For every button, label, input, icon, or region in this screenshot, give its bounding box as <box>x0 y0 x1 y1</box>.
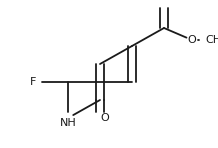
Text: NH: NH <box>60 118 76 128</box>
Text: O: O <box>188 35 196 45</box>
Text: CH₃: CH₃ <box>205 35 218 45</box>
Text: F: F <box>30 77 36 87</box>
Text: O: O <box>100 113 109 123</box>
